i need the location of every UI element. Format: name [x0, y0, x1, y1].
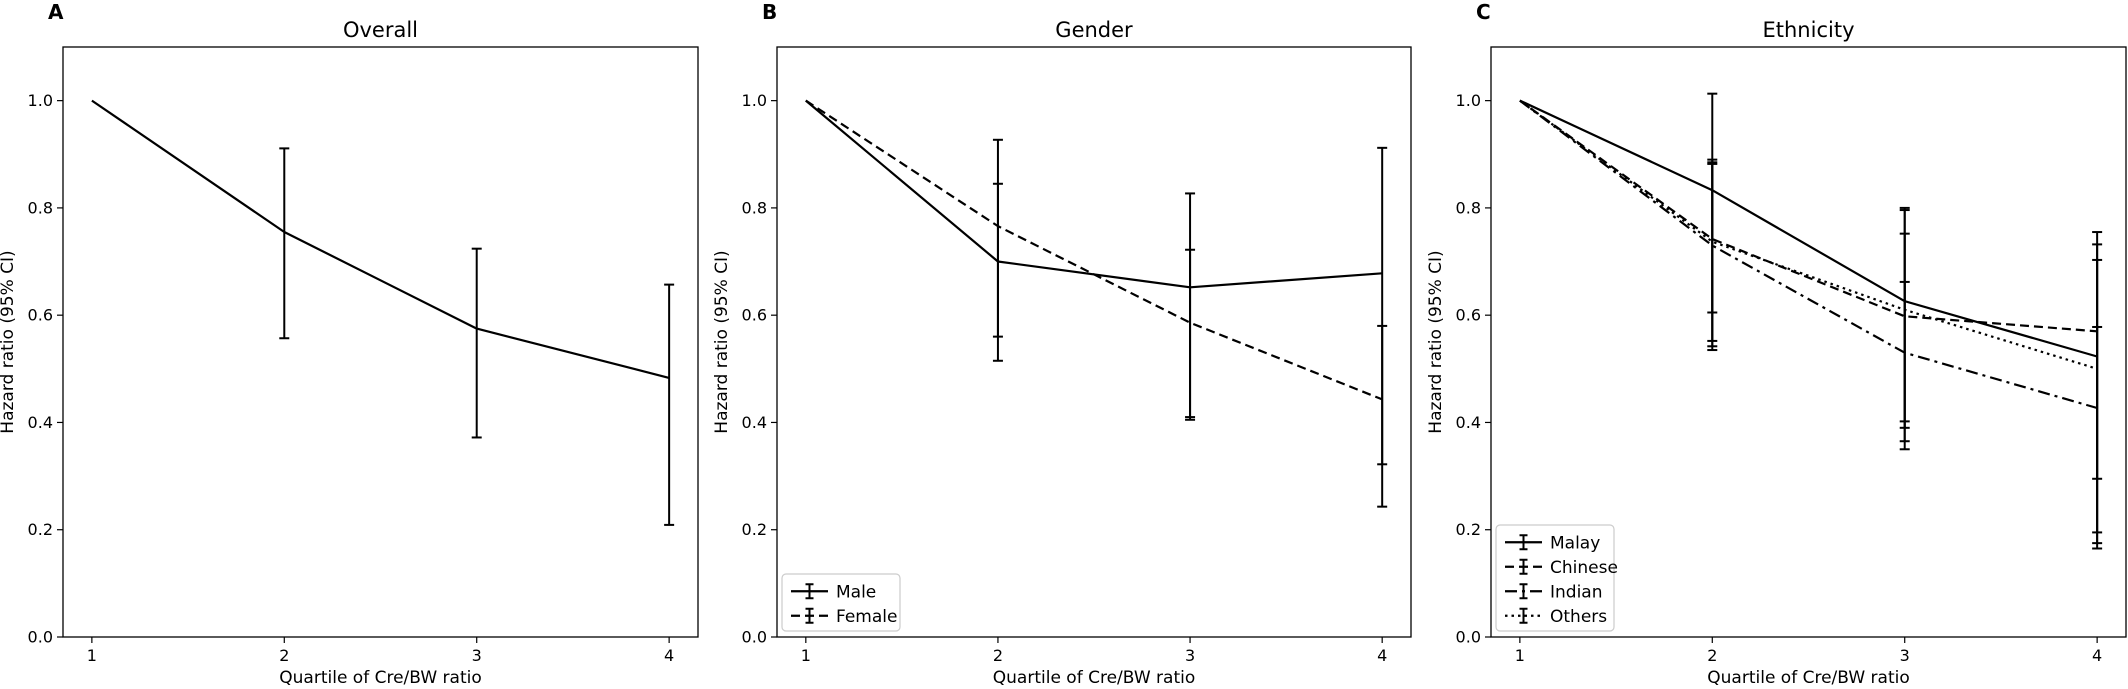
panel-letter: B — [762, 0, 777, 24]
x-tick-label: 3 — [1900, 646, 1910, 665]
y-tick-label: 0.4 — [28, 413, 53, 432]
series-line-others — [1519, 99, 2098, 370]
x-tick-label: 1 — [1515, 646, 1525, 665]
series-overall — [91, 99, 675, 526]
series-line-indian — [1519, 99, 2098, 410]
x-tick-label: 2 — [279, 646, 289, 665]
y-tick-label: 1.0 — [1456, 91, 1481, 110]
legend-label: Indian — [1550, 582, 1603, 602]
y-tick-label: 0.0 — [742, 628, 767, 647]
y-tick-label: 0.4 — [1456, 413, 1481, 432]
y-tick-label: 0.6 — [1456, 306, 1481, 325]
panel-title: Gender — [1055, 18, 1133, 42]
y-tick-label: 0.6 — [742, 306, 767, 325]
y-axis-label: Hazard ratio (95% CI) — [712, 250, 732, 433]
x-axis-label: Quartile of Cre/BW ratio — [1707, 668, 1909, 688]
x-tick-label: 3 — [472, 646, 482, 665]
series-others — [1519, 99, 2103, 545]
y-tick-label: 0.8 — [742, 198, 767, 217]
y-axis-label: Hazard ratio (95% CI) — [0, 250, 18, 433]
panel-a: A Overall 1 2 3 4 0.0 0.2 0.4 0.6 0.8 1.0 Quartile o… — [0, 0, 699, 688]
series-line-female — [805, 99, 1383, 401]
y-tick-label: 0.2 — [28, 520, 53, 539]
y-tick-label: 0.0 — [1456, 628, 1481, 647]
legend: Male Female — [781, 573, 901, 632]
legend-box — [1495, 524, 1615, 632]
legend-label: Others — [1550, 607, 1607, 627]
series-line-chinese — [1519, 99, 2098, 333]
y-tick-label: 1.0 — [28, 91, 53, 110]
y-tick-label: 0.8 — [28, 198, 53, 217]
series-female — [805, 99, 1388, 466]
panel-title: Overall — [343, 18, 418, 42]
y-tick-label: 1.0 — [742, 91, 767, 110]
y-tick-label: 0.0 — [28, 628, 53, 647]
series-line-malay — [1519, 99, 2098, 358]
x-axis-label: Quartile of Cre/BW ratio — [993, 668, 1195, 688]
series-line-male — [805, 99, 1383, 289]
x-tick-label: 2 — [993, 646, 1003, 665]
legend-label: Malay — [1550, 533, 1600, 553]
y-tick-label: 0.8 — [1456, 198, 1481, 217]
x-tick-label: 2 — [1707, 646, 1717, 665]
legend-label: Chinese — [1550, 558, 1618, 578]
plot-frame — [62, 46, 699, 638]
panel-letter: C — [1476, 0, 1491, 24]
y-axis-label: Hazard ratio (95% CI) — [1426, 250, 1446, 433]
panel-c: C Ethnicity 1 2 3 4 0.0 0.2 0.4 0.6 0.8 1.0 Quartile… — [1426, 0, 2127, 688]
y-tick-label: 0.4 — [742, 413, 767, 432]
series-chinese — [1519, 99, 2103, 480]
panel-b: B Gender 1 2 3 4 0.0 0.2 0.4 0.6 0.8 1.0 Quartile of… — [712, 0, 1412, 688]
x-tick-label: 4 — [1377, 646, 1387, 665]
panel-letter: A — [48, 0, 64, 24]
x-tick-label: 3 — [1185, 646, 1195, 665]
x-tick-label: 1 — [87, 646, 97, 665]
plot-frame — [1490, 46, 2127, 638]
y-tick-label: 0.2 — [742, 520, 767, 539]
x-tick-label: 1 — [801, 646, 811, 665]
series-malay — [1519, 92, 2103, 534]
x-axis-label: Quartile of Cre/BW ratio — [279, 668, 481, 688]
series-line-overall — [91, 99, 670, 379]
legend-label: Male — [836, 582, 876, 602]
panel-title: Ethnicity — [1763, 18, 1855, 42]
series-male — [805, 99, 1388, 508]
x-tick-label: 4 — [2092, 646, 2102, 665]
y-tick-label: 0.6 — [28, 306, 53, 325]
legend-label: Female — [836, 607, 897, 627]
plot-frame — [776, 46, 1412, 638]
y-tick-label: 0.2 — [1456, 520, 1481, 539]
legend: Malay Chinese Indian Others — [1495, 524, 1618, 632]
x-tick-label: 4 — [664, 646, 674, 665]
